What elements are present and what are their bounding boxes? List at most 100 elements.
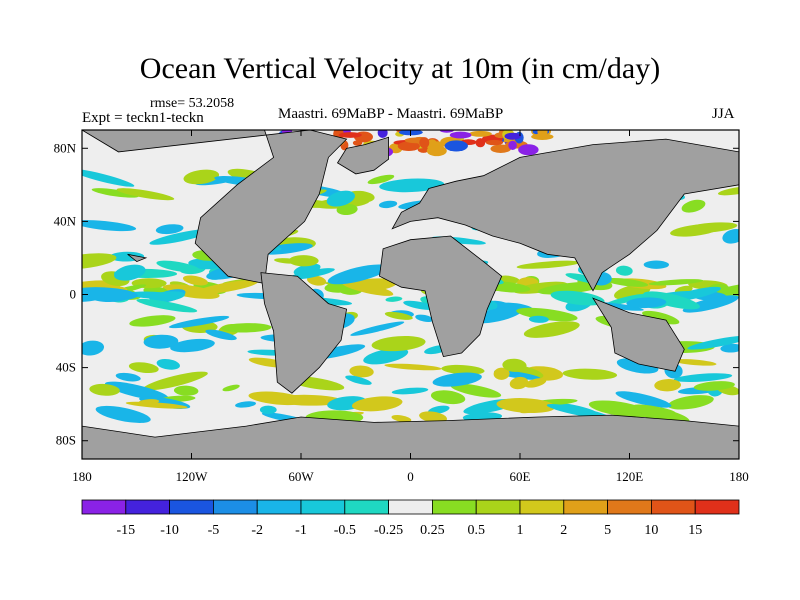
velocity-blob (128, 362, 159, 374)
land-mass (260, 272, 348, 394)
velocity-blob (258, 243, 313, 255)
velocity-blob (524, 378, 547, 388)
velocity-blob (116, 188, 175, 201)
colorbar-label: 15 (688, 523, 702, 538)
velocity-blob (693, 381, 735, 391)
velocity-blob (615, 265, 633, 276)
velocity-blob (384, 311, 413, 320)
velocity-blob (439, 130, 454, 133)
x-tick-label: 120W (176, 469, 209, 484)
comparison-label: Maastri. 69MaBP - Maastri. 69MaBP (278, 106, 504, 122)
velocity-blob (673, 373, 733, 382)
velocity-blob (287, 268, 335, 280)
colorbar-swatch (81, 499, 127, 515)
x-tick-label: 180 (729, 469, 749, 484)
land-mass (379, 235, 503, 358)
velocity-blob (129, 315, 176, 327)
velocity-blob (419, 411, 448, 423)
velocity-blob (377, 130, 388, 138)
velocity-blob (643, 291, 700, 310)
velocity-blob (426, 145, 447, 157)
velocity-blob (143, 334, 179, 349)
velocity-blob (351, 396, 403, 412)
x-tick-label: 180 (72, 469, 92, 484)
colorbar-label: -5 (208, 523, 220, 538)
velocity-blob (397, 141, 420, 152)
colorbar-label: 0.25 (420, 523, 445, 538)
season-label: JJA (712, 106, 735, 122)
velocity-blob (136, 298, 198, 313)
y-tick-label: 80S (56, 433, 76, 448)
velocity-blob (441, 364, 485, 375)
velocity-blob (170, 338, 215, 353)
velocity-blob (350, 321, 405, 336)
velocity-blob (156, 260, 201, 273)
velocity-blob (259, 405, 277, 415)
velocity-blob (717, 185, 739, 196)
experiment-label: Expt = teckn1-teckn (82, 110, 204, 126)
y-tick-label: 40N (54, 213, 77, 228)
velocity-blob (403, 300, 437, 310)
x-tick-label: 120E (616, 469, 644, 484)
axis-ticks: 180 120W 60W 0 60E 120E 180 80N 40N 0 40S 80S (54, 130, 749, 484)
land-mass (127, 253, 148, 263)
velocity-blob (550, 290, 605, 306)
velocity-blob (114, 264, 146, 281)
velocity-blob (496, 398, 556, 413)
x-tick-label: 60E (510, 469, 531, 484)
velocity-blob (89, 383, 120, 396)
velocity-blob (722, 229, 739, 244)
velocity-blob (469, 130, 492, 137)
velocity-blob (615, 391, 672, 408)
velocity-blob (516, 260, 581, 269)
velocity-blob (419, 137, 430, 149)
velocity-blob (336, 203, 358, 216)
velocity-blob (162, 284, 220, 299)
velocity-blob (156, 358, 180, 370)
velocity-blob (91, 188, 139, 198)
colorbar-swatch (212, 499, 258, 515)
velocity-blob (391, 387, 429, 395)
velocity-blob (378, 200, 398, 209)
velocity-blob (673, 359, 717, 366)
velocity-blob (518, 144, 539, 156)
velocity-blob (537, 281, 604, 295)
velocity-blob (182, 275, 209, 286)
velocity-blob (82, 220, 137, 232)
velocity-blob (235, 401, 257, 408)
colorbar-label: -2 (251, 523, 263, 538)
velocity-blob (326, 190, 355, 207)
velocity-blob (384, 363, 442, 371)
x-tick-label: 60W (288, 469, 314, 484)
velocity-blob (115, 372, 141, 382)
colorbar: -15 -10 -5 -2 -1 -0.5 -0.25 0.25 0.5 1 2 5 10 15 (81, 499, 740, 538)
velocity-blob (430, 390, 466, 405)
land-mask-layer (82, 130, 739, 459)
velocity-blob (385, 296, 403, 302)
velocity-blob (444, 140, 468, 152)
velocity-blob (504, 132, 521, 140)
velocity-blob (222, 384, 240, 392)
y-tick-label: 40S (56, 360, 76, 375)
velocity-blob (523, 321, 580, 338)
velocity-blob (345, 375, 372, 385)
colorbar-swatch (300, 499, 346, 515)
velocity-blob (367, 174, 395, 185)
velocity-blob (603, 293, 646, 307)
velocity-blob (338, 132, 362, 138)
velocity-blob (626, 297, 667, 309)
colorbar-swatch (607, 499, 652, 515)
velocity-blob (248, 391, 306, 406)
velocity-blob (432, 372, 482, 387)
chart-title: Ocean Vertical Velocity at 10m (in cm/da… (139, 52, 661, 85)
velocity-blob (95, 405, 151, 423)
velocity-blob (173, 385, 199, 396)
velocity-blob (415, 314, 434, 322)
colorbar-label: 2 (560, 523, 567, 538)
rmse-label: rmse= 53.2058 (150, 96, 235, 111)
velocity-blob (643, 260, 670, 269)
velocity-blob (562, 368, 618, 380)
colorbar-swatch (563, 499, 608, 515)
velocity-blob (341, 280, 394, 296)
